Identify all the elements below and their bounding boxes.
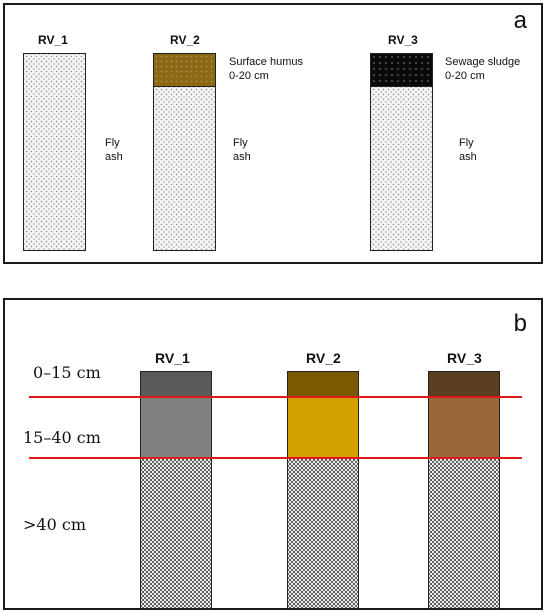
- panel-b-column-3-layer-15-40: [429, 398, 499, 458]
- depth-label-over-40: >40 cm: [23, 515, 86, 534]
- panel-b-column-1: [140, 371, 212, 609]
- panel-b-column-1-layer-below-40: [141, 458, 211, 608]
- panel-a-column-1: [23, 53, 86, 251]
- panel-a-label: a: [513, 7, 527, 34]
- panel-b-column-2-layer-0-15: [288, 372, 358, 398]
- panel-a-column-3: [370, 53, 433, 251]
- boundary-line-15cm: [29, 396, 522, 398]
- panel-a-column-3-name: RV_3: [388, 33, 418, 47]
- panel-b-column-2-name: RV_2: [306, 350, 341, 366]
- panel-b-column-3-layer-below-40: [429, 458, 499, 608]
- panel-a-column-2-humus-label: Surface humus 0-20 cm: [229, 56, 303, 82]
- panel-b-column-2-layer-below-40: [288, 458, 358, 608]
- panel-a-column-3-fly-ash-label: Fly ash: [459, 137, 477, 163]
- panel-b-column-1-layer-0-15: [141, 372, 211, 398]
- depth-label-0-15: 0–15 cm: [33, 363, 101, 382]
- panel-a-column-2-fly-ash-label: Fly ash: [233, 137, 251, 163]
- panel-b-column-2: [287, 371, 359, 609]
- boundary-line-40cm: [29, 457, 522, 459]
- panel-b-column-3-layer-0-15: [429, 372, 499, 398]
- panel-b-column-1-name: RV_1: [155, 350, 190, 366]
- panel-a-column-3-sludge-layer: [371, 54, 432, 87]
- depth-label-15-40: 15–40 cm: [23, 428, 101, 447]
- panel-b-column-2-layer-15-40: [288, 398, 358, 458]
- panel-a-column-3-sludge-label: Sewage sludge 0-20 cm: [445, 56, 521, 82]
- panel-a-column-2-humus-layer: [154, 54, 215, 87]
- panel-b-label: b: [513, 310, 527, 337]
- panel-a: a RV_1 Fly ash RV_2 Surface humus 0-20 c…: [3, 3, 543, 264]
- panel-a-column-1-fly-ash-label: Fly ash: [105, 137, 123, 163]
- panel-a-column-3-fly-ash-layer: [371, 87, 432, 250]
- panel-b: b 0–15 cm 15–40 cm >40 cm RV_1 RV_2 RV_3: [3, 298, 543, 610]
- panel-a-column-2: [153, 53, 216, 251]
- panel-b-column-3: [428, 371, 500, 609]
- panel-a-column-2-name: RV_2: [170, 33, 200, 47]
- panel-a-column-1-name: RV_1: [38, 33, 68, 47]
- panel-a-column-2-fly-ash-layer: [154, 87, 215, 250]
- panel-b-column-3-name: RV_3: [447, 350, 482, 366]
- panel-b-column-1-layer-15-40: [141, 398, 211, 458]
